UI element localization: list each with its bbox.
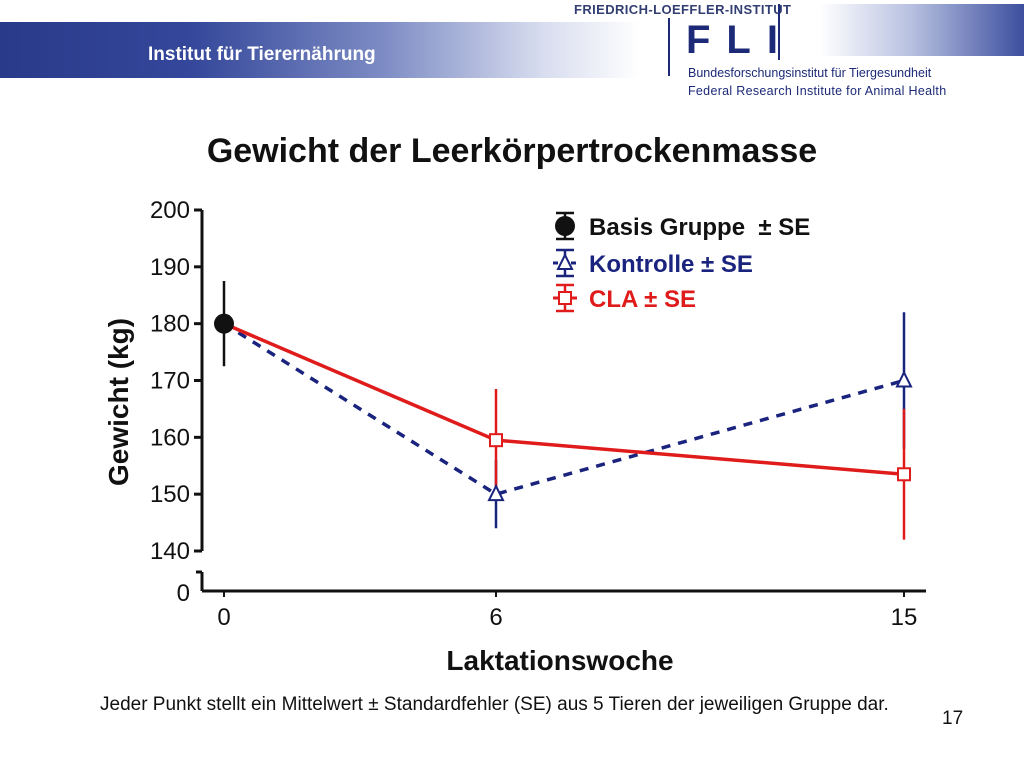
footnote: Jeder Punkt stellt ein Mittelwert ± Stan… <box>100 694 889 715</box>
fli-logo-divider <box>778 4 780 60</box>
y-tick-label: 160 <box>150 424 190 451</box>
data-point-cla <box>558 291 572 305</box>
x-tick-label: 6 <box>489 604 502 631</box>
logo-gradient-band <box>820 4 1024 56</box>
y-tick-label: 150 <box>150 481 190 508</box>
data-point-kontrolle <box>895 370 913 388</box>
y-tick-label: 170 <box>150 368 190 395</box>
fli-logo-top-text: FRIEDRICH-LOEFFLER-INSTITUT <box>574 2 792 17</box>
fli-logo-divider <box>668 18 670 76</box>
y-tick-label-break: 0 <box>177 580 190 607</box>
fli-logo-german-name: Bundesforschungsinstitut für Tiergesundh… <box>688 66 932 80</box>
y-tick-label: 200 <box>150 197 190 224</box>
legend: Basis Gruppe ± SE Kontrolle ± SE CLA ± SE <box>553 211 810 313</box>
y-tick-label: 180 <box>150 311 190 338</box>
legend-label-kontrolle: Kontrolle ± SE <box>589 251 753 278</box>
page-number: 17 <box>942 708 964 729</box>
x-axis: 0 6 15 <box>202 589 926 631</box>
data-point-basis <box>555 216 575 236</box>
x-tick-label: 15 <box>891 604 918 631</box>
data-point-basis <box>214 313 234 334</box>
fli-logo-english-name: Federal Research Institute for Animal He… <box>688 84 947 98</box>
x-axis-title: Laktationswoche <box>446 645 673 676</box>
series-line-kontrolle <box>223 322 905 497</box>
data-point-kontrolle <box>487 483 505 502</box>
series-layer <box>214 281 913 540</box>
series-line-cla <box>223 322 905 477</box>
y-axis: 140 150 160 170 180 190 200 0 <box>150 197 204 607</box>
y-axis-title: Gewicht (kg) <box>103 318 134 486</box>
legend-label-cla: CLA ± SE <box>589 286 696 313</box>
legend-label-basis: Basis Gruppe ± SE <box>589 214 810 241</box>
data-point-cla <box>489 433 503 448</box>
chart-title: Gewicht der Leerkörpertrockenmasse <box>206 132 818 170</box>
y-tick-label: 140 <box>150 538 190 565</box>
x-tick-label: 0 <box>217 604 230 631</box>
header-band <box>0 22 640 78</box>
fli-logo: FLI <box>686 18 794 62</box>
y-tick-label: 190 <box>150 254 190 281</box>
institute-name: Institut für Tierernährung <box>148 44 376 65</box>
data-point-cla <box>897 467 911 482</box>
data-point-kontrolle <box>556 252 574 270</box>
